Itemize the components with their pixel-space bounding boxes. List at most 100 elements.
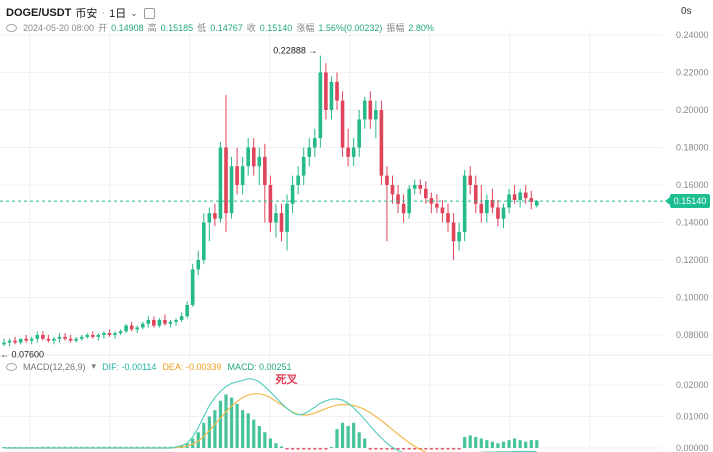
candle-body <box>279 213 284 232</box>
macd-histogram-bar <box>302 448 306 450</box>
candle-body <box>451 222 456 242</box>
macd-histogram-bar <box>313 448 317 450</box>
amplitude-value: 2.80% <box>408 22 434 33</box>
close-value: 0.15140 <box>259 22 293 33</box>
candle-body <box>485 200 489 214</box>
price-tick-label: 0.14000 <box>676 218 709 228</box>
candle-body <box>401 203 406 214</box>
macd-histogram-bar <box>490 441 494 448</box>
macd-histogram-bar <box>485 440 489 448</box>
candle-body <box>418 185 423 189</box>
candle-body <box>285 203 289 232</box>
candle-body <box>296 175 300 185</box>
candle-body <box>163 320 167 324</box>
macd-histogram-bar <box>535 440 539 448</box>
candle-body <box>140 323 145 328</box>
candle-body <box>313 138 317 148</box>
candle-body <box>385 175 389 185</box>
macd-histogram-bar <box>474 436 478 448</box>
macd-histogram-bar <box>241 410 245 448</box>
symbol-label[interactable]: DOGE/USDT <box>6 7 72 19</box>
macd-histogram-bar <box>451 448 456 450</box>
macd-histogram-bar <box>252 419 256 448</box>
candle-body <box>146 320 151 324</box>
macd-histogram-bar <box>146 446 150 448</box>
macd-histogram-bar <box>135 446 139 448</box>
macd-histogram-bar <box>118 446 123 448</box>
price-tick-label: 0.12000 <box>676 255 709 265</box>
candle-body <box>507 194 511 208</box>
candle-body <box>440 207 445 214</box>
last-price-badge: 0.15140 <box>665 194 710 208</box>
macd-histogram-bar <box>46 446 50 448</box>
candle-body <box>496 207 500 219</box>
macd-tick-label: 0.02000 <box>676 380 709 390</box>
bar-date: 2024-05-20 08:00 <box>23 22 95 33</box>
macd-histogram-bar <box>390 448 395 450</box>
macd-histogram-bar <box>113 446 117 448</box>
candle-body <box>324 72 328 110</box>
macd-histogram-bar <box>91 446 95 448</box>
macd-histogram-bar <box>385 448 389 450</box>
candle-body <box>91 335 95 337</box>
ohlc-row: 2024-05-20 08:00 开 0.14908 高 0.15185 低 0.14… <box>6 21 434 34</box>
macd-histogram-bar <box>402 448 406 450</box>
candle-body <box>374 110 378 120</box>
candle-body <box>196 260 201 270</box>
candle-body <box>57 336 62 339</box>
macd-histogram-bar <box>379 448 383 450</box>
candle-body <box>18 338 23 343</box>
macd-histogram-bar <box>524 441 528 448</box>
candle-body <box>74 338 78 341</box>
macd-histogram-bar <box>352 422 356 448</box>
candle-body <box>213 213 217 219</box>
candle-body <box>501 207 506 219</box>
candle-body <box>85 335 90 337</box>
candle-body <box>362 100 367 120</box>
high-marker-label: 0.22888 → <box>273 46 317 56</box>
macd-histogram-bar <box>207 416 211 448</box>
macd-histogram-bar <box>446 448 450 450</box>
candle-body <box>124 325 128 332</box>
macd-histogram-bar <box>257 425 261 448</box>
candle-body <box>424 188 428 199</box>
candle-body <box>13 340 17 343</box>
candle-body <box>523 192 528 199</box>
candle-body <box>529 198 534 202</box>
exchange-label: 币安 <box>75 8 98 20</box>
chevron-down-icon[interactable]: ▾ <box>91 361 97 371</box>
candle-body <box>357 119 361 148</box>
collapse-icon[interactable] <box>143 7 155 19</box>
candle-body <box>435 203 439 208</box>
candle-body <box>512 194 517 200</box>
candle-body <box>202 222 206 260</box>
macd-title[interactable]: MACD(12,26,9) <box>23 361 86 372</box>
candle-body <box>535 201 539 206</box>
macd-histogram-bar <box>457 448 461 450</box>
macd-histogram-bar <box>202 422 206 448</box>
macd-histogram-bar <box>130 446 134 448</box>
macd-histogram-bar <box>307 448 311 450</box>
macd-histogram-bar <box>413 448 417 450</box>
candle-body <box>118 331 123 334</box>
macd-histogram-bar <box>324 448 328 450</box>
candle-body <box>390 185 395 195</box>
macd-histogram-bar <box>224 394 228 448</box>
macd-histogram-bar <box>440 448 445 450</box>
macd-histogram-bar <box>479 438 483 448</box>
candle-body <box>52 338 56 341</box>
chevron-down-icon[interactable]: ⌄ <box>130 7 138 18</box>
interval-label[interactable]: 1日 <box>109 8 127 20</box>
candle-body <box>335 81 339 101</box>
eye-icon[interactable] <box>6 362 17 371</box>
macd-histogram-bar <box>335 429 339 448</box>
candle-body <box>135 327 139 330</box>
candle-body <box>157 320 162 326</box>
macd-histogram-bar <box>85 446 89 448</box>
macd-histogram-bar <box>407 448 411 450</box>
macd-histogram-bar <box>285 448 289 450</box>
candle-body <box>340 100 345 148</box>
dif-line <box>4 378 537 452</box>
eye-icon[interactable] <box>6 23 17 32</box>
